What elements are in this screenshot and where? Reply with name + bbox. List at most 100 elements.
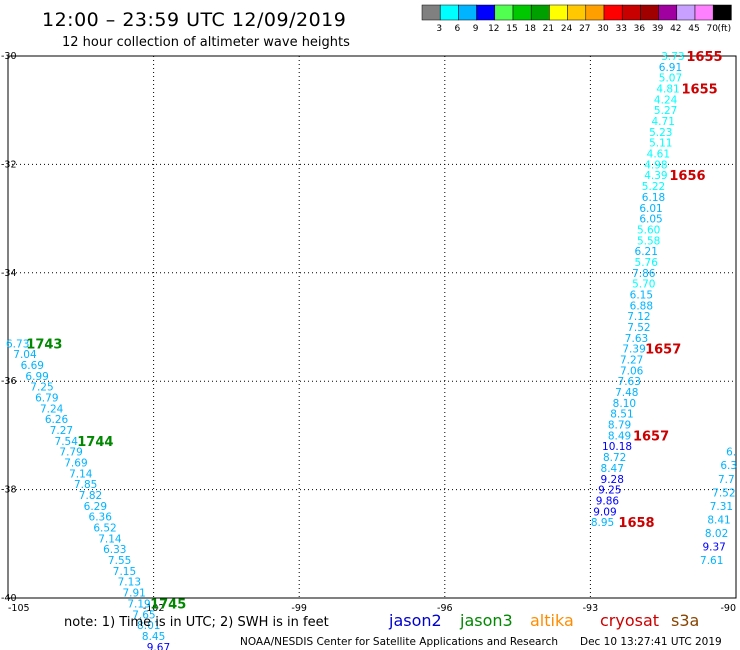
swh-value: 8.79	[608, 420, 631, 432]
colorbar-label: 70	[706, 24, 718, 34]
swh-value: 7.54	[55, 436, 79, 448]
swh-value: 7.13	[118, 577, 141, 589]
x-tick-label: -99	[291, 603, 307, 614]
swh-value: 6.33	[103, 544, 126, 556]
colorbar-swatch	[476, 4, 496, 21]
colorbar-label: 30	[597, 24, 609, 34]
y-tick-label: -34	[1, 268, 17, 279]
colorbar-swatch	[549, 4, 568, 21]
swh-value: 6.73	[6, 338, 29, 350]
swh-value: 8.45	[142, 631, 165, 643]
y-tick-label: -40	[1, 593, 17, 604]
colorbar-swatch	[439, 4, 459, 21]
swh-value: 7.14	[69, 468, 93, 480]
colorbar-swatch	[658, 4, 678, 21]
y-tick-label: -32	[1, 159, 17, 170]
time-label: 1658	[618, 516, 654, 531]
page-subtitle: 12 hour collection of altimeter wave hei…	[62, 35, 350, 50]
swh-value: 7.69	[64, 458, 87, 470]
swh-value: 6.88	[630, 300, 653, 312]
colorbar-swatch	[603, 4, 623, 21]
swh-value: 6.36	[89, 512, 113, 524]
swh-value: 6.26	[45, 414, 69, 426]
colorbar-swatch	[530, 4, 550, 21]
swh-value: 7.14	[98, 533, 122, 545]
time-label: 1657	[645, 343, 681, 358]
swh-value: 6.	[726, 447, 736, 459]
swh-value: 5.11	[649, 138, 672, 150]
swh-value: 6.69	[21, 360, 44, 372]
colorbar-swatch	[676, 4, 696, 21]
colorbar-swatch	[567, 4, 587, 21]
colorbar-swatch	[458, 4, 477, 21]
swh-value: 5.70	[632, 279, 655, 291]
swh-value: 3.73	[661, 51, 684, 63]
swh-value: 4.71	[652, 116, 675, 128]
plot-frame	[7, 55, 737, 599]
swh-value: 8.72	[603, 452, 626, 464]
time-label: 1655	[682, 83, 718, 98]
swh-value: 8.47	[601, 463, 624, 475]
swh-value: 7.7	[718, 474, 735, 486]
swh-value: 7.24	[40, 403, 64, 415]
swh-value: 7.48	[615, 387, 638, 399]
swh-value: 9.25	[598, 485, 621, 497]
swh-value: 4.98	[644, 159, 667, 171]
legend-cryosat: cryosat	[600, 611, 659, 630]
swh-value: 8.01	[137, 620, 160, 632]
swh-value: 7.06	[620, 365, 644, 377]
swh-value: 9.86	[596, 495, 620, 507]
colorbar-swatch	[421, 4, 441, 21]
colorbar-swatch	[512, 4, 532, 21]
time-labels: 1743 1744 1745 1655 1655 1656 1657 1657 1658	[26, 50, 722, 612]
swh-value: 7.91	[122, 588, 145, 600]
swh-value: 7.39	[622, 344, 645, 356]
colorbar-label: 18	[524, 24, 536, 34]
colorbar-label: 9	[473, 24, 479, 34]
time-label: 1743	[26, 337, 62, 352]
swh-value: 6.91	[659, 62, 682, 74]
swh-value: 5.58	[637, 235, 660, 247]
swh-value: 8.51	[610, 409, 633, 421]
swh-value: 7.63	[625, 333, 648, 345]
colorbar-label: 42	[670, 24, 681, 34]
colorbar-label: 39	[652, 24, 664, 34]
colorbar-swatch	[585, 4, 605, 21]
y-tick-label: -38	[1, 485, 17, 496]
note-text: note: 1) Time is in UTC; 2) SWH is in fe…	[64, 615, 329, 630]
colorbar-swatch	[494, 4, 514, 21]
legend-jason3: jason3	[459, 611, 513, 630]
swh-value: 5.23	[649, 127, 672, 139]
page-title: 12:00 – 23:59 UTC 12/09/2019	[42, 9, 346, 31]
swh-value: 5.07	[659, 73, 682, 85]
swh-value: 8.02	[705, 528, 728, 540]
time-label: 1745	[150, 597, 186, 612]
y-tick-label: -36	[1, 376, 17, 387]
colorbar: 3 6 9 12 15 18 21 24 27 30 33 36 39 42 45 70 (ft)	[421, 4, 732, 34]
colorbar-label: 27	[579, 24, 590, 34]
swh-value: 5.27	[654, 105, 677, 117]
swh-value: 9.67	[147, 642, 170, 650]
swh-value: 6.29	[84, 501, 107, 513]
swh-value: 7.27	[50, 425, 73, 437]
data-points: 6.737.046.696.997.256.797.246.267.277.54…	[6, 51, 737, 650]
swh-value: 7.27	[620, 355, 643, 367]
swh-value: 6.01	[639, 203, 662, 215]
swh-value: 7.25	[30, 382, 53, 394]
swh-value: 9.37	[702, 542, 725, 554]
colorbar-label: (ft)	[718, 24, 732, 34]
swh-value: 4.24	[654, 94, 678, 106]
time-label: 1655	[686, 50, 722, 65]
footer-credit: NOAA/NESDIS Center for Satellite Applica…	[240, 636, 558, 648]
swh-value: 6.15	[630, 289, 653, 301]
y-tick-labels: -30 -32 -34 -36 -38 -40	[1, 51, 17, 604]
legend-s3a: s3a	[671, 611, 699, 630]
x-tick-label: -93	[583, 603, 599, 614]
swh-value: 7.79	[59, 447, 82, 459]
swh-value: 6.05	[639, 214, 662, 226]
colorbar-swatch	[712, 4, 732, 21]
swh-value: 4.39	[644, 170, 667, 182]
legend-jason2: jason2	[388, 611, 442, 630]
swh-value: 4.81	[656, 84, 679, 96]
time-label: 1657	[633, 429, 669, 444]
